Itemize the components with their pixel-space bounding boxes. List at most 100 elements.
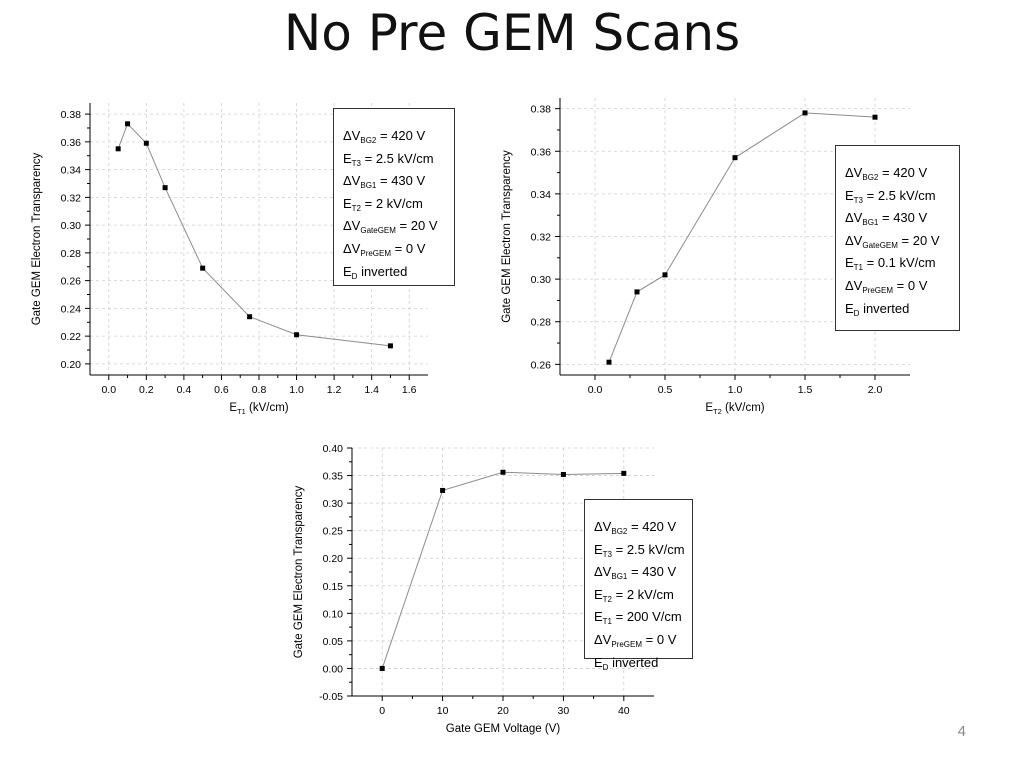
legend-subscript: PreGEM (611, 639, 643, 649)
legend-parameter-line: ET3 = 2.5 kV/cm (343, 150, 446, 173)
y-tick-label: 0.25 (323, 526, 344, 538)
legend-subscript: BG2 (611, 527, 628, 536)
x-tick-label: 40 (618, 705, 630, 717)
legend-symbol: ΔV (594, 564, 612, 580)
legend-subscript: D (602, 662, 609, 672)
chart-transparency-vs-et2: 0.0 0.5 1.0 1.5 2.0 0.26 0.28 0.30 0.32 0.34 0.36 0… (501, 98, 910, 416)
legend-subscript: PreGEM (862, 285, 894, 295)
legend-symbol: ΔV (343, 173, 361, 189)
legend-parameter-line: ET1 = 0.1 kV/cm (845, 254, 951, 277)
data-point-marker (662, 272, 668, 278)
legend-parameter-line: ΔVGateGEM = 20 V (343, 217, 446, 240)
x-tick-label: 30 (558, 705, 570, 717)
x-tick-label: 0.8 (252, 384, 267, 396)
y-tick-label: 0.36 (61, 137, 82, 149)
y-tick-label: 0.26 (61, 276, 82, 288)
y-tick-label: 0.00 (323, 663, 344, 675)
series-line (117, 122, 391, 347)
legend-symbol: ΔV (845, 277, 863, 293)
legend-symbol: ΔV (845, 165, 863, 180)
legend-value: = 420 V (376, 128, 426, 143)
y-tick-label: 0.20 (61, 359, 82, 371)
legend-parameter-line: ΔVBG2 = 420 V (845, 164, 951, 187)
data-point-marker (247, 314, 253, 320)
legend-parameter-line: ET3 = 2.5 kV/cm (594, 541, 685, 564)
legend-value: = 200 V/cm (612, 609, 682, 625)
legend-subscript: T2 (351, 203, 362, 213)
y-tick-label: 0.35 (323, 471, 344, 483)
legend-value: = 20 V (395, 218, 438, 234)
y-tick-label: -0.05 (319, 691, 343, 703)
legend-symbol: E (845, 187, 854, 203)
x-tick-label: 0.2 (139, 384, 154, 396)
legend-symbol: E (845, 255, 854, 271)
legend-symbol: E (594, 654, 603, 670)
y-tick-label: 0.30 (531, 274, 552, 286)
data-point-marker (294, 332, 300, 338)
y-axis-label: Gate GEM Electron Transparency (293, 485, 305, 658)
slide-title: No Pre GEM Scans (283, 4, 741, 62)
data-point-marker (802, 110, 808, 116)
legend-subscript: BG1 (360, 181, 377, 191)
legend-symbol: E (845, 300, 854, 316)
x-tick-label: 1.5 (798, 384, 813, 396)
legend-symbol: ΔV (845, 232, 863, 248)
legend-value: = 2.5 kV/cm (612, 541, 685, 557)
legend-symbol: E (594, 609, 603, 625)
legend-parameter-line: ET1 = 200 V/cm (594, 608, 684, 631)
y-tick-label: 0.30 (323, 498, 344, 510)
legend-parameter-line: ED inverted (343, 263, 446, 286)
slide-number: 4 (957, 723, 966, 740)
x-tick-label: 20 (497, 705, 509, 717)
y-tick-label: 0.32 (61, 192, 82, 204)
y-tick-label: 0.05 (323, 636, 344, 648)
y-tick-label: 0.36 (531, 146, 552, 158)
x-tick-label: 0.6 (214, 384, 229, 396)
y-tick-label: 0.40 (323, 443, 344, 455)
x-tick-label: 1.0 (728, 384, 743, 396)
x-tick-label: 0.0 (588, 384, 603, 396)
legend-parameter-line: ΔVBG2 = 420 V (594, 518, 684, 541)
data-point-marker (379, 665, 385, 671)
legend-value: = 430 V (627, 564, 677, 580)
legend-symbol: E (343, 150, 352, 166)
y-tick-label: 0.32 (531, 232, 552, 244)
legend-value: = 2.5 kV/cm (361, 150, 434, 166)
legend-parameter-line: ΔVPreGEM = 0 V (343, 240, 446, 263)
legend-value: = 2.5 kV/cm (863, 187, 936, 203)
legend-symbol: E (343, 195, 352, 211)
y-tick-label: 0.15 (323, 581, 344, 593)
legend-value: = 430 V (376, 173, 426, 189)
chart-transparency-vs-et1: 0.0 0.2 0.4 0.6 0.8 1.0 1.2 1.4 1.6 0.20 0.22 0.24 0… (31, 103, 428, 416)
legend-subscript: T1 (602, 617, 613, 627)
legend-parameter-line: ED inverted (594, 654, 684, 677)
y-tick-label: 0.22 (61, 331, 82, 343)
x-tick-label: 0 (379, 705, 385, 717)
legend-value: inverted (859, 300, 910, 316)
chart-3-parameter-legend: ΔVBG2 = 420 V ET3 = 2.5 kV/cm ΔVBG1 = 430 … (584, 499, 693, 672)
y-tick-label: 0.24 (61, 303, 82, 315)
legend-parameter-line: ΔVBG2 = 420 V (343, 127, 446, 150)
legend-subscript: BG2 (862, 173, 879, 182)
x-tick-label: 0.4 (177, 384, 192, 396)
data-point-marker (872, 114, 878, 120)
legend-symbol: ΔV (343, 218, 361, 234)
legend-value: = 2 kV/cm (361, 195, 423, 211)
legend-value: = 430 V (878, 210, 928, 226)
legend-value: = 420 V (627, 519, 677, 534)
chart-1-parameter-legend: ΔVBG2 = 420 V ET3 = 2.5 kV/cm ΔVBG1 = 430 … (333, 108, 455, 286)
legend-parameter-line: ΔVBG1 = 430 V (594, 563, 684, 586)
data-point-marker (560, 471, 566, 477)
legend-value: inverted (608, 654, 659, 670)
legend-parameter-line: ΔVGateGEM = 20 V (845, 232, 951, 255)
y-tick-label: 0.34 (61, 165, 82, 177)
legend-value: = 0.1 kV/cm (863, 255, 936, 271)
legend-symbol: ΔV (594, 519, 612, 534)
legend-subscript: GateGEM (862, 240, 898, 250)
y-tick-label: 0.28 (61, 248, 82, 260)
chart-2-parameter-legend: ΔVBG2 = 420 V ET3 = 2.5 kV/cm ΔVBG1 = 430 … (835, 145, 960, 331)
legend-subscript: BG1 (611, 572, 628, 582)
legend-subscript: T2 (602, 594, 613, 604)
y-tick-label: 0.34 (531, 189, 552, 201)
data-point-marker (125, 121, 131, 127)
